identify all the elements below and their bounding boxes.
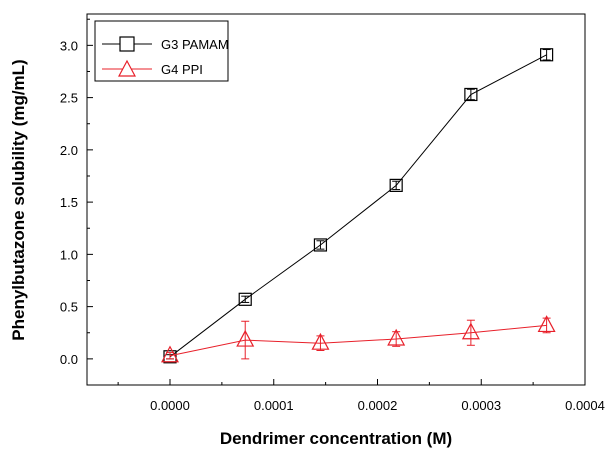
x-tick-label: 0.0001: [254, 398, 294, 413]
series-layer: [161, 48, 556, 364]
y-axis-title: Phenylbutazone solubility (mg/mL): [9, 59, 28, 340]
data-point: [238, 292, 252, 306]
x-axis-ticks: 0.0000 0.0001 0.0002 0.0003 0.0004: [117, 379, 605, 413]
legend-label-g3: G3 PAMAM: [161, 37, 229, 52]
legend-marker-g4: [118, 59, 136, 77]
data-point: [389, 178, 403, 192]
data-point: [236, 329, 255, 347]
y-tick-label: 2.0: [60, 143, 78, 158]
legend-box: [94, 20, 229, 82]
data-point: [161, 345, 179, 363]
y-tick-label: 0.0: [60, 352, 78, 367]
x-tick-label: 0.0003: [461, 398, 501, 413]
data-point: [464, 87, 478, 102]
data-point: [387, 328, 406, 346]
data-point: [311, 332, 330, 350]
x-tick-label: 0.0004: [565, 398, 605, 413]
series-line-g3-pamam: [169, 54, 547, 358]
series-g3-pamam: [163, 48, 554, 364]
series-g4-ppi: [161, 315, 556, 363]
series-line-g4-ppi: [169, 324, 547, 357]
plot-frame: [86, 13, 586, 386]
legend-marker-g3: [119, 36, 135, 52]
y-tick-label: 2.5: [60, 91, 78, 106]
data-point: [313, 238, 328, 252]
y-axis-ticks: 0.0 0.5 1.0 1.5 2.0 2.5 3.0: [60, 18, 93, 367]
data-point: [461, 322, 480, 340]
x-axis-title: Dendrimer concentration (M): [220, 429, 452, 448]
x-tick-label: 0.0000: [150, 398, 190, 413]
legend-label-g4: G4 PPI: [161, 62, 203, 77]
y-tick-label: 0.5: [60, 300, 78, 315]
legend: G3 PAMAM G4 PPI: [94, 20, 229, 82]
y-tick-label: 3.0: [60, 38, 78, 53]
x-tick-label: 0.0002: [358, 398, 398, 413]
y-tick-label: 1.0: [60, 247, 78, 262]
y-tick-label: 1.5: [60, 195, 78, 210]
data-point: [537, 315, 556, 333]
data-point: [540, 48, 554, 62]
